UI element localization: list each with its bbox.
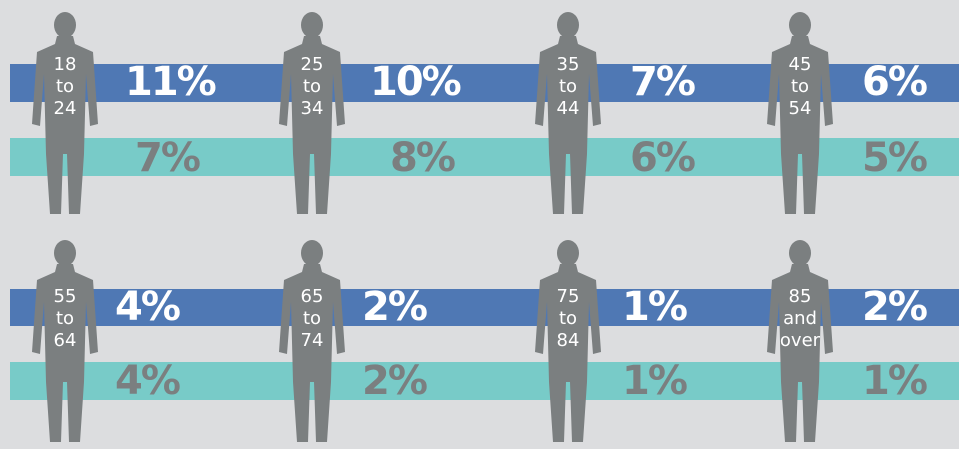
person-head [789, 240, 811, 266]
secondary-percent: 7% [135, 135, 200, 181]
age-label: to [559, 308, 577, 329]
primary-percent: 10% [370, 59, 461, 105]
age-label: 35 [557, 54, 580, 75]
primary-percent: 6% [862, 59, 927, 105]
age-label: to [303, 308, 321, 329]
age-label: 44 [557, 98, 580, 119]
person-head [54, 12, 76, 38]
age-label: 74 [301, 330, 324, 351]
secondary-percent: 8% [390, 135, 455, 181]
person-head [557, 12, 579, 38]
age-label: 54 [789, 98, 812, 119]
primary-percent: 11% [125, 59, 216, 105]
primary-percent: 4% [115, 284, 180, 330]
age-label: to [791, 76, 809, 97]
secondary-percent: 5% [862, 135, 927, 181]
primary-percent: 7% [630, 59, 695, 105]
secondary-percent: 1% [622, 358, 687, 404]
secondary-percent: 1% [862, 358, 927, 404]
age-label: 18 [54, 54, 77, 75]
age-label: to [303, 76, 321, 97]
person-head [789, 12, 811, 38]
person-head [54, 240, 76, 266]
age-label: over [780, 330, 821, 351]
age-label: 64 [54, 330, 77, 351]
age-label: 34 [301, 98, 324, 119]
age-label: 55 [54, 286, 77, 307]
secondary-percent: 2% [362, 358, 427, 404]
primary-percent: 2% [862, 284, 927, 330]
age-label: and [783, 308, 817, 329]
age-label: 65 [301, 286, 324, 307]
person-head [557, 240, 579, 266]
secondary-percent: 6% [630, 135, 695, 181]
age-label: 84 [557, 330, 580, 351]
age-label: to [56, 308, 74, 329]
age-label: 85 [789, 286, 812, 307]
person-head [301, 12, 323, 38]
page: {"groups": [ {"label": ["18", "to", "24"… [0, 0, 959, 449]
infographic: 18to2411%7%25to3410%8%35to447%6%45to546%… [0, 0, 959, 449]
secondary-percent: 4% [115, 358, 180, 404]
age-label: to [559, 76, 577, 97]
age-label: to [56, 76, 74, 97]
person-head [301, 240, 323, 266]
age-label: 24 [54, 98, 77, 119]
age-label: 45 [789, 54, 812, 75]
primary-percent: 1% [622, 284, 687, 330]
primary-percent: 2% [362, 284, 427, 330]
age-label: 75 [557, 286, 580, 307]
age-label: 25 [301, 54, 324, 75]
